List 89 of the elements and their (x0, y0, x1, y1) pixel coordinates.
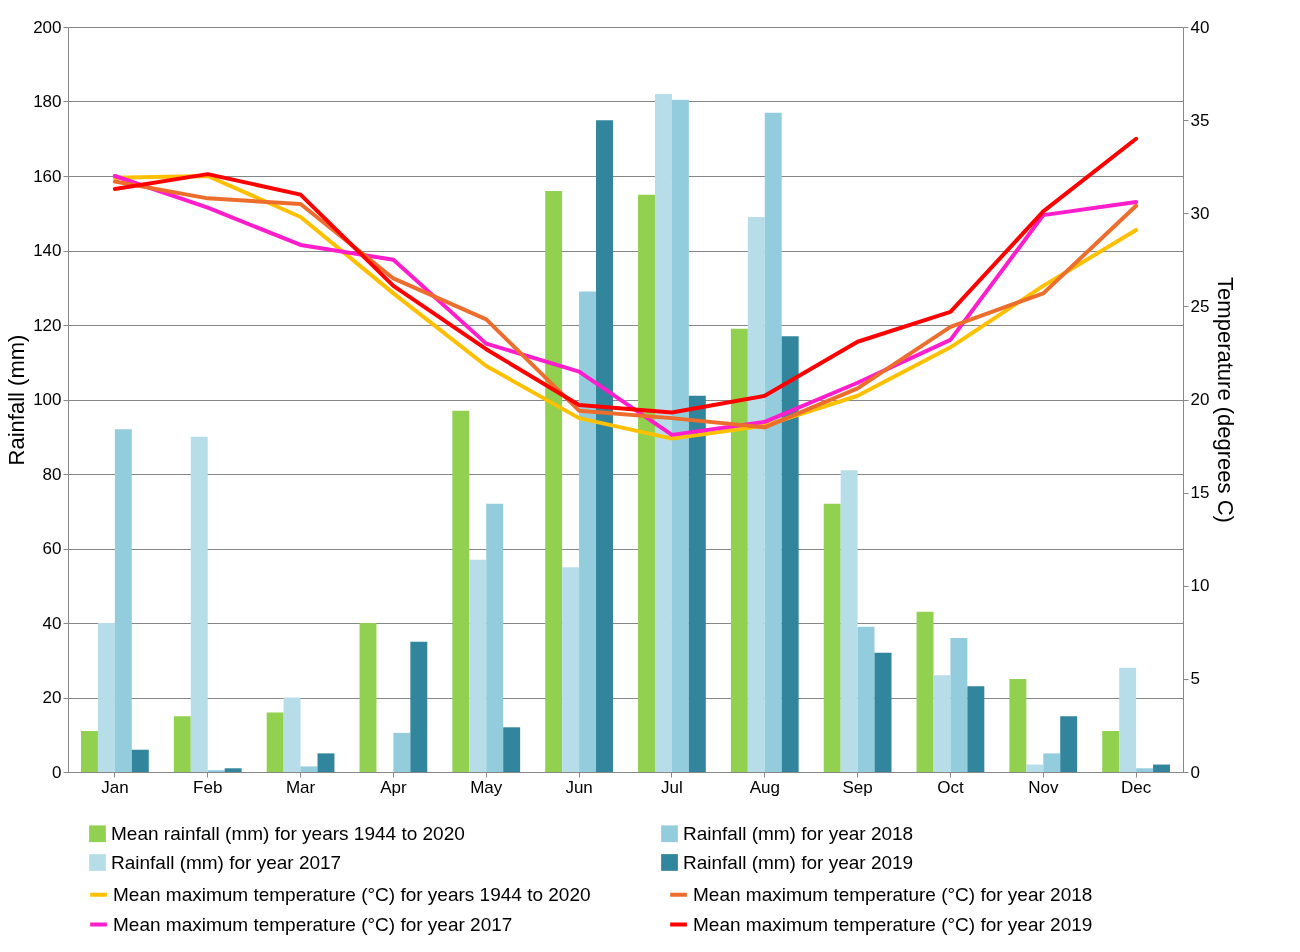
x-tick-label: Aug (749, 777, 780, 797)
bar (97, 623, 115, 772)
bar (317, 753, 335, 772)
bar (452, 410, 470, 772)
bar (1153, 764, 1170, 772)
bar (1119, 667, 1137, 772)
bar (81, 731, 98, 772)
y2-tick-label: 35 (1190, 110, 1210, 130)
bar (393, 732, 411, 772)
bar (688, 395, 706, 772)
x-tick-label: May (470, 777, 503, 797)
y-tick-label: 180 (33, 92, 62, 111)
bar (730, 328, 748, 772)
bar (410, 641, 428, 772)
legend-label: Rainfall (mm) for year 2019 (683, 851, 914, 873)
bar (1060, 716, 1078, 772)
x-tick-label: Apr (380, 777, 407, 797)
y-tick-label: 40 (42, 613, 62, 633)
bar (224, 768, 242, 772)
bar (486, 503, 504, 772)
x-tick-label: Nov (1028, 777, 1059, 797)
bar (283, 697, 301, 772)
bar (579, 291, 597, 772)
bar (916, 611, 934, 772)
legend-label: Mean maximum temperature (°C) for year 2018 (693, 883, 1093, 905)
x-tick-label: Sep (842, 777, 873, 797)
bar (671, 99, 689, 772)
x-tick-label: Dec (1121, 777, 1152, 797)
y-tick-label: 0 (52, 762, 62, 782)
bar (823, 503, 841, 772)
bar (300, 766, 318, 772)
x-tick-label: Oct (937, 777, 964, 797)
y2-axis-title: Temperature (degrees C) (1213, 277, 1239, 523)
bar (545, 190, 563, 772)
y2-tick-label: 20 (1190, 390, 1210, 409)
bar (764, 112, 782, 772)
y-axis-title: Rainfall (mm) (4, 334, 30, 466)
bar (840, 470, 858, 772)
line-series (112, 136, 1139, 415)
y-tick-label: 80 (42, 464, 62, 484)
bar (1009, 678, 1027, 772)
y2-tick-label: 0 (1190, 762, 1200, 782)
bar (562, 567, 580, 772)
bar (1102, 731, 1120, 772)
y-tick-label: 60 (42, 539, 62, 558)
bar (933, 675, 951, 772)
bar (190, 436, 208, 772)
x-tick-label: Jan (101, 777, 129, 797)
legend-label: Rainfall (mm) for year 2017 (111, 851, 342, 873)
bar (1136, 768, 1154, 772)
bar (114, 429, 132, 772)
bar (1043, 753, 1061, 772)
bar (266, 712, 284, 772)
bar (638, 194, 655, 772)
legend-label: Mean maximum temperature (°C) for year 2019 (693, 913, 1093, 935)
y2-tick-label: 30 (1190, 203, 1210, 223)
bar (359, 623, 377, 772)
y-tick-label: 20 (42, 688, 62, 707)
bar (874, 652, 892, 772)
y2-tick-label: 15 (1190, 483, 1210, 503)
y2-tick-label: 25 (1190, 296, 1210, 316)
y2-tick-label: 40 (1190, 17, 1210, 37)
legend-label: Rainfall (mm) for year 2018 (683, 822, 914, 844)
x-tick-label: Jun (565, 777, 593, 797)
y-tick-label: 140 (33, 241, 62, 260)
y-tick-label: 100 (33, 390, 62, 409)
legend-label: Mean maximum temperature (°C) for years 1944 to 2020 (113, 883, 591, 905)
bar (654, 94, 672, 772)
bar (131, 749, 149, 772)
x-tick-label: Feb (193, 777, 223, 797)
bar (469, 559, 487, 772)
bar (781, 336, 799, 772)
bar (503, 727, 521, 772)
bar (967, 686, 985, 772)
y-tick-label: 120 (33, 315, 62, 335)
x-tick-label: Mar (285, 777, 316, 797)
y2-tick-label: 10 (1190, 576, 1210, 596)
legend-label: Mean rainfall (mm) for years 1944 to 2020 (111, 822, 465, 844)
bar (950, 637, 968, 772)
y-tick-label: 200 (33, 17, 62, 37)
bar (596, 120, 613, 772)
bar (857, 626, 875, 772)
bar (1026, 764, 1044, 772)
bar (173, 716, 191, 772)
legend-label: Mean maximum temperature (°C) for year 2017 (113, 913, 513, 935)
y-tick-label: 160 (33, 166, 62, 186)
x-tick-label: Jul (661, 777, 683, 797)
y2-tick-label: 5 (1190, 669, 1200, 689)
bar (747, 216, 765, 772)
